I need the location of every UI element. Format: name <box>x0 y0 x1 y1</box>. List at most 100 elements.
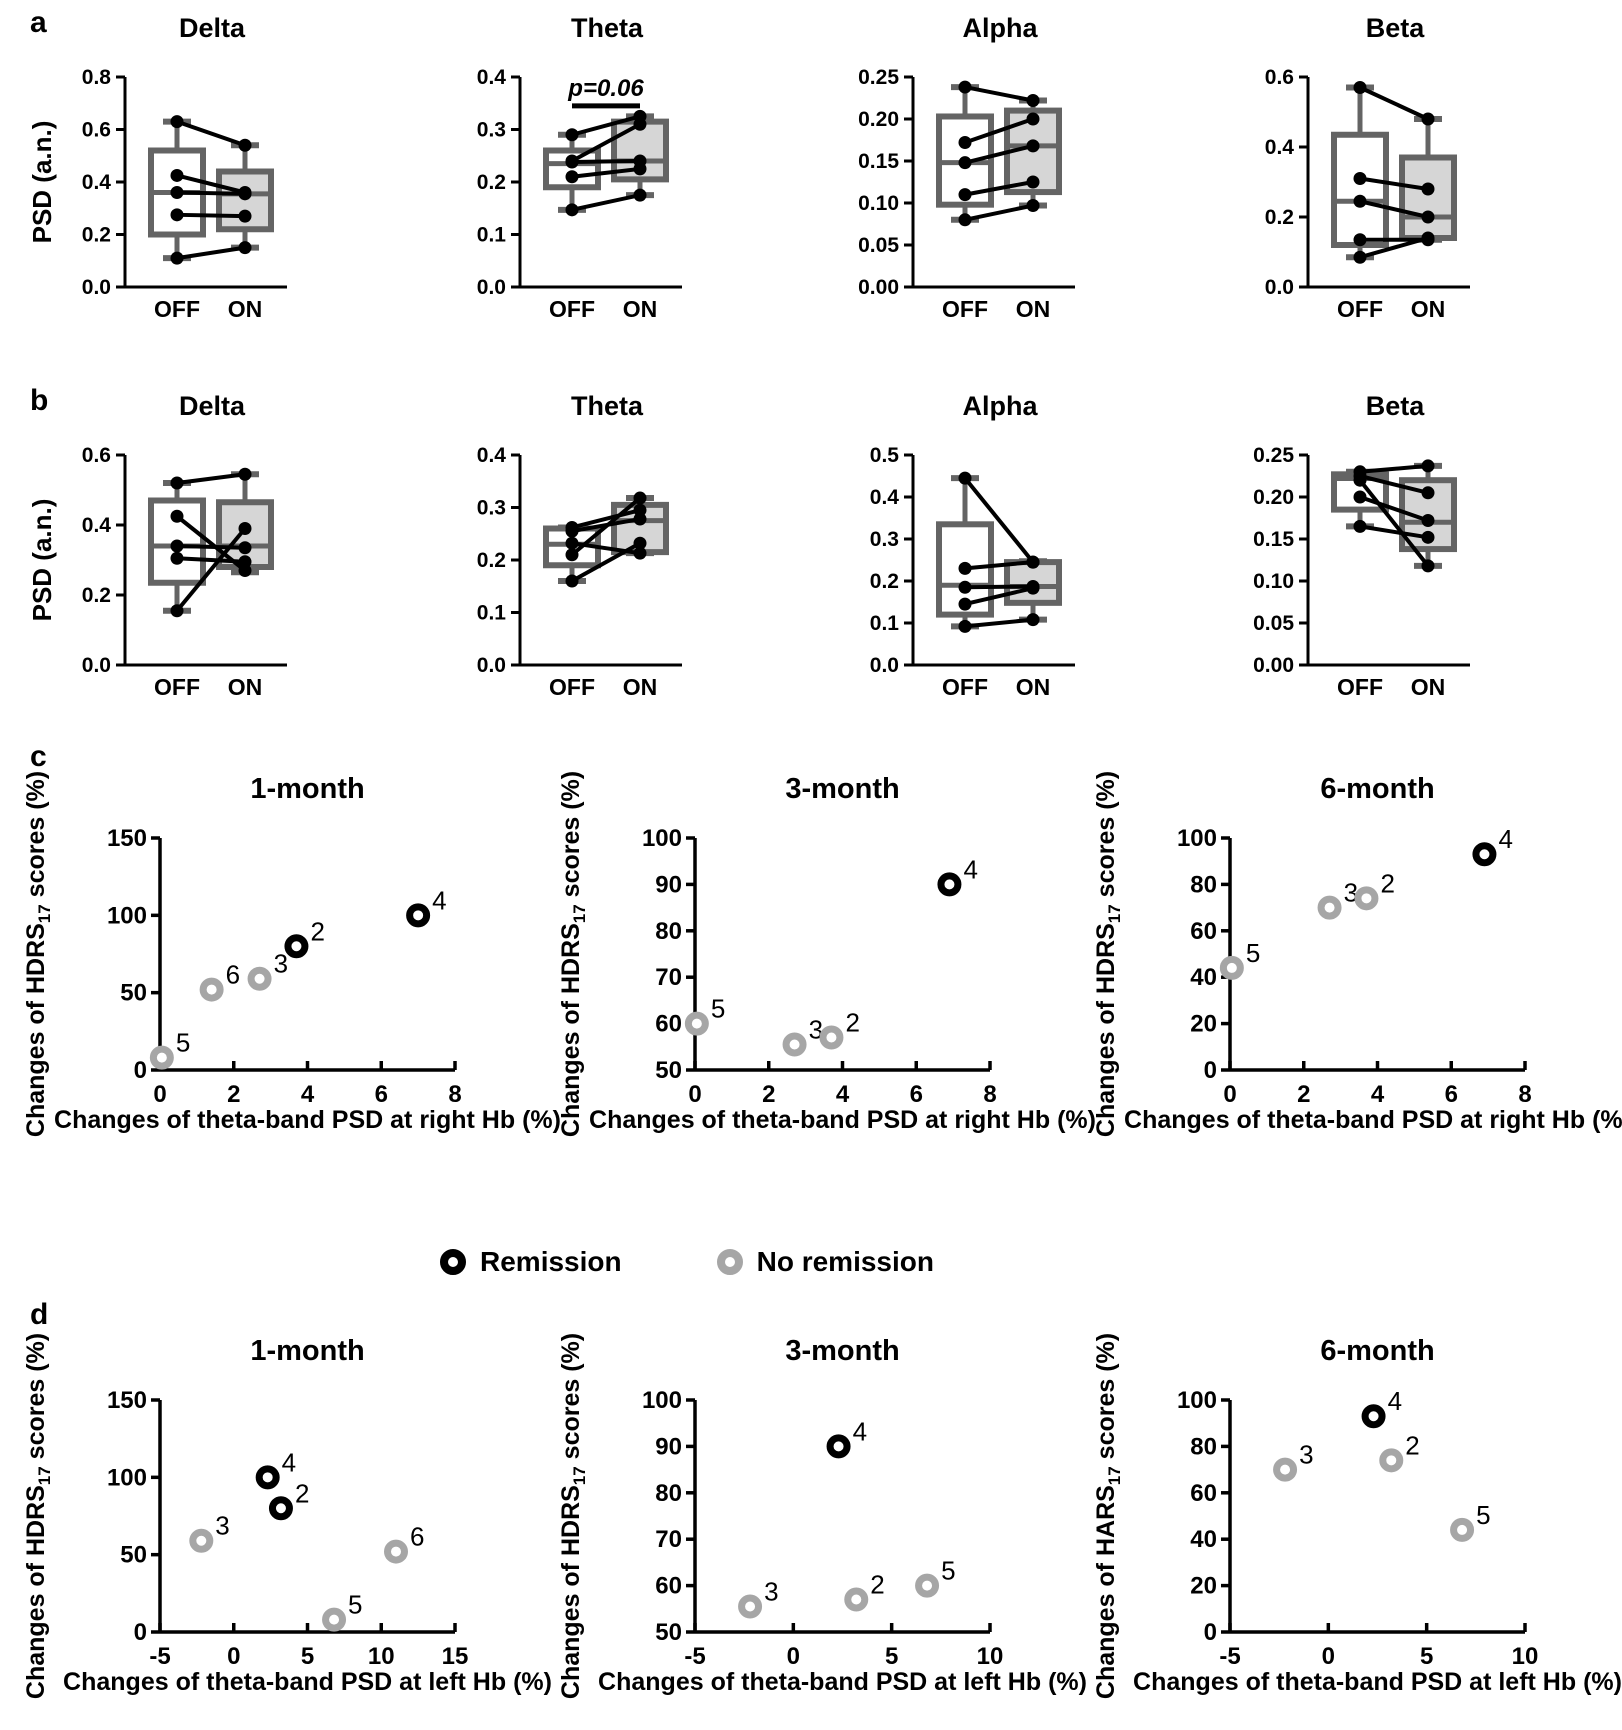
svg-text:4: 4 <box>1498 824 1512 854</box>
svg-text:Delta: Delta <box>179 391 246 421</box>
svg-text:ON: ON <box>1016 296 1051 322</box>
chart-d-1-month-scatter: 0 50 100 150 -5 0 5 10 15 1-month Changes of theta… <box>10 1312 552 1712</box>
svg-text:0.4: 0.4 <box>82 171 112 194</box>
svg-text:Delta: Delta <box>179 13 246 43</box>
svg-text:0.0: 0.0 <box>870 654 899 677</box>
svg-text:Alpha: Alpha <box>962 391 1038 421</box>
svg-text:20: 20 <box>1190 1011 1217 1038</box>
svg-text:Beta: Beta <box>1366 391 1426 421</box>
svg-text:0.20: 0.20 <box>1253 486 1294 509</box>
svg-text:6: 6 <box>1445 1081 1458 1108</box>
svg-text:0.15: 0.15 <box>1253 528 1294 551</box>
svg-text:1-month: 1-month <box>250 1335 364 1367</box>
svg-text:0.00: 0.00 <box>1253 654 1294 677</box>
svg-text:4: 4 <box>836 1081 850 1108</box>
svg-text:50: 50 <box>655 1057 682 1084</box>
svg-text:2: 2 <box>227 1081 240 1108</box>
svg-text:60: 60 <box>1190 1480 1217 1507</box>
svg-text:Changes of theta-band PSD at l: Changes of theta-band PSD at left Hb (%) <box>598 1668 1087 1696</box>
svg-text:6: 6 <box>226 960 240 990</box>
svg-text:Changes of theta-band PSD at r: Changes of theta-band PSD at right Hb (%… <box>589 1106 1096 1134</box>
svg-text:2: 2 <box>1405 1430 1419 1460</box>
svg-text:0.05: 0.05 <box>1253 612 1294 635</box>
svg-text:40: 40 <box>1190 964 1217 991</box>
svg-text:90: 90 <box>655 1433 682 1460</box>
svg-text:4: 4 <box>432 885 446 915</box>
svg-text:0.1: 0.1 <box>870 612 900 635</box>
svg-text:5: 5 <box>348 1590 362 1620</box>
svg-text:4: 4 <box>1388 1386 1402 1416</box>
svg-text:0: 0 <box>688 1081 701 1108</box>
svg-text:70: 70 <box>655 1526 682 1553</box>
svg-text:5: 5 <box>1420 1643 1433 1670</box>
svg-text:OFF: OFF <box>942 296 988 322</box>
svg-text:1-month: 1-month <box>250 773 364 805</box>
svg-text:100: 100 <box>107 902 147 929</box>
svg-text:4: 4 <box>282 1447 296 1477</box>
svg-text:ON: ON <box>1411 674 1446 700</box>
svg-text:10: 10 <box>1512 1643 1539 1670</box>
svg-text:ON: ON <box>228 296 263 322</box>
svg-text:6: 6 <box>375 1081 388 1108</box>
svg-text:Changes of HDRS17 scores (%): Changes of HDRS17 scores (%) <box>1092 771 1124 1137</box>
svg-text:3: 3 <box>1344 878 1358 908</box>
svg-text:0.8: 0.8 <box>82 66 112 89</box>
svg-text:10: 10 <box>977 1643 1004 1670</box>
chart-b-alpha-boxplot: 0.0 0.1 0.2 0.3 0.4 0.5 OFF ON Alpha <box>803 383 1203 733</box>
legend-label-remission: Remission <box>480 1246 622 1277</box>
svg-text:0.5: 0.5 <box>870 444 900 467</box>
svg-text:0.4: 0.4 <box>477 444 507 467</box>
svg-text:0: 0 <box>153 1081 166 1108</box>
svg-text:0.20: 0.20 <box>858 108 899 131</box>
svg-text:0.2: 0.2 <box>82 584 111 607</box>
svg-text:5: 5 <box>1476 1500 1490 1530</box>
svg-text:0: 0 <box>134 1619 147 1646</box>
legend-label-no-remission: No remission <box>756 1246 934 1277</box>
svg-text:6: 6 <box>410 1522 424 1552</box>
svg-text:0.10: 0.10 <box>858 192 899 215</box>
svg-text:80: 80 <box>1190 1433 1217 1460</box>
chart-a-delta-boxplot: 0.0 0.2 0.4 0.6 0.8 OFF ON Delta PSD (a.n.) <box>15 5 415 355</box>
svg-text:4: 4 <box>853 1416 867 1446</box>
svg-text:Changes of theta-band PSD at r: Changes of theta-band PSD at right Hb (%… <box>1124 1106 1622 1134</box>
svg-text:p=0.06: p=0.06 <box>567 75 644 102</box>
svg-text:3: 3 <box>809 1014 823 1044</box>
svg-text:OFF: OFF <box>549 674 595 700</box>
svg-text:0.0: 0.0 <box>82 276 111 299</box>
svg-text:0.1: 0.1 <box>477 224 507 247</box>
svg-text:0.2: 0.2 <box>1265 206 1294 229</box>
svg-text:150: 150 <box>107 1387 147 1414</box>
svg-text:0.10: 0.10 <box>1253 570 1294 593</box>
chart-b-theta-boxplot: 0.0 0.1 0.2 0.3 0.4 OFF ON Theta <box>410 383 810 733</box>
svg-text:6-month: 6-month <box>1320 773 1434 805</box>
svg-text:Changes of HDRS17 scores (%): Changes of HDRS17 scores (%) <box>557 1333 589 1699</box>
svg-text:0: 0 <box>1322 1643 1335 1670</box>
svg-text:0.4: 0.4 <box>477 66 507 89</box>
svg-text:ON: ON <box>623 674 658 700</box>
svg-text:Alpha: Alpha <box>962 13 1038 43</box>
svg-text:0.2: 0.2 <box>82 224 111 247</box>
svg-text:0: 0 <box>227 1643 240 1670</box>
svg-text:3-month: 3-month <box>785 1335 899 1367</box>
svg-text:Changes of HARS17 scores (%): Changes of HARS17 scores (%) <box>1092 1333 1124 1699</box>
svg-text:3: 3 <box>764 1576 778 1606</box>
svg-text:60: 60 <box>1190 918 1217 945</box>
svg-text:3: 3 <box>1299 1440 1313 1470</box>
svg-text:100: 100 <box>642 825 682 852</box>
svg-text:0.6: 0.6 <box>82 119 111 142</box>
chart-a-beta-boxplot: 0.0 0.2 0.4 0.6 OFF ON Beta <box>1198 5 1598 355</box>
svg-text:2: 2 <box>295 1478 309 1508</box>
svg-text:4: 4 <box>1371 1081 1385 1108</box>
svg-text:5: 5 <box>176 1028 190 1058</box>
svg-text:60: 60 <box>655 1573 682 1600</box>
svg-text:PSD (a.n.): PSD (a.n.) <box>27 499 57 622</box>
svg-text:0.3: 0.3 <box>477 119 506 142</box>
chart-b-beta-boxplot: 0.00 0.05 0.10 0.15 0.20 0.25 OFF ON Beta <box>1198 383 1598 733</box>
svg-text:Changes of theta-band PSD at l: Changes of theta-band PSD at left Hb (%) <box>63 1668 552 1696</box>
svg-text:0.6: 0.6 <box>82 444 111 467</box>
svg-text:0.15: 0.15 <box>858 150 899 173</box>
panel-label-b: b <box>30 384 49 417</box>
svg-text:10: 10 <box>368 1643 395 1670</box>
svg-text:80: 80 <box>1190 871 1217 898</box>
